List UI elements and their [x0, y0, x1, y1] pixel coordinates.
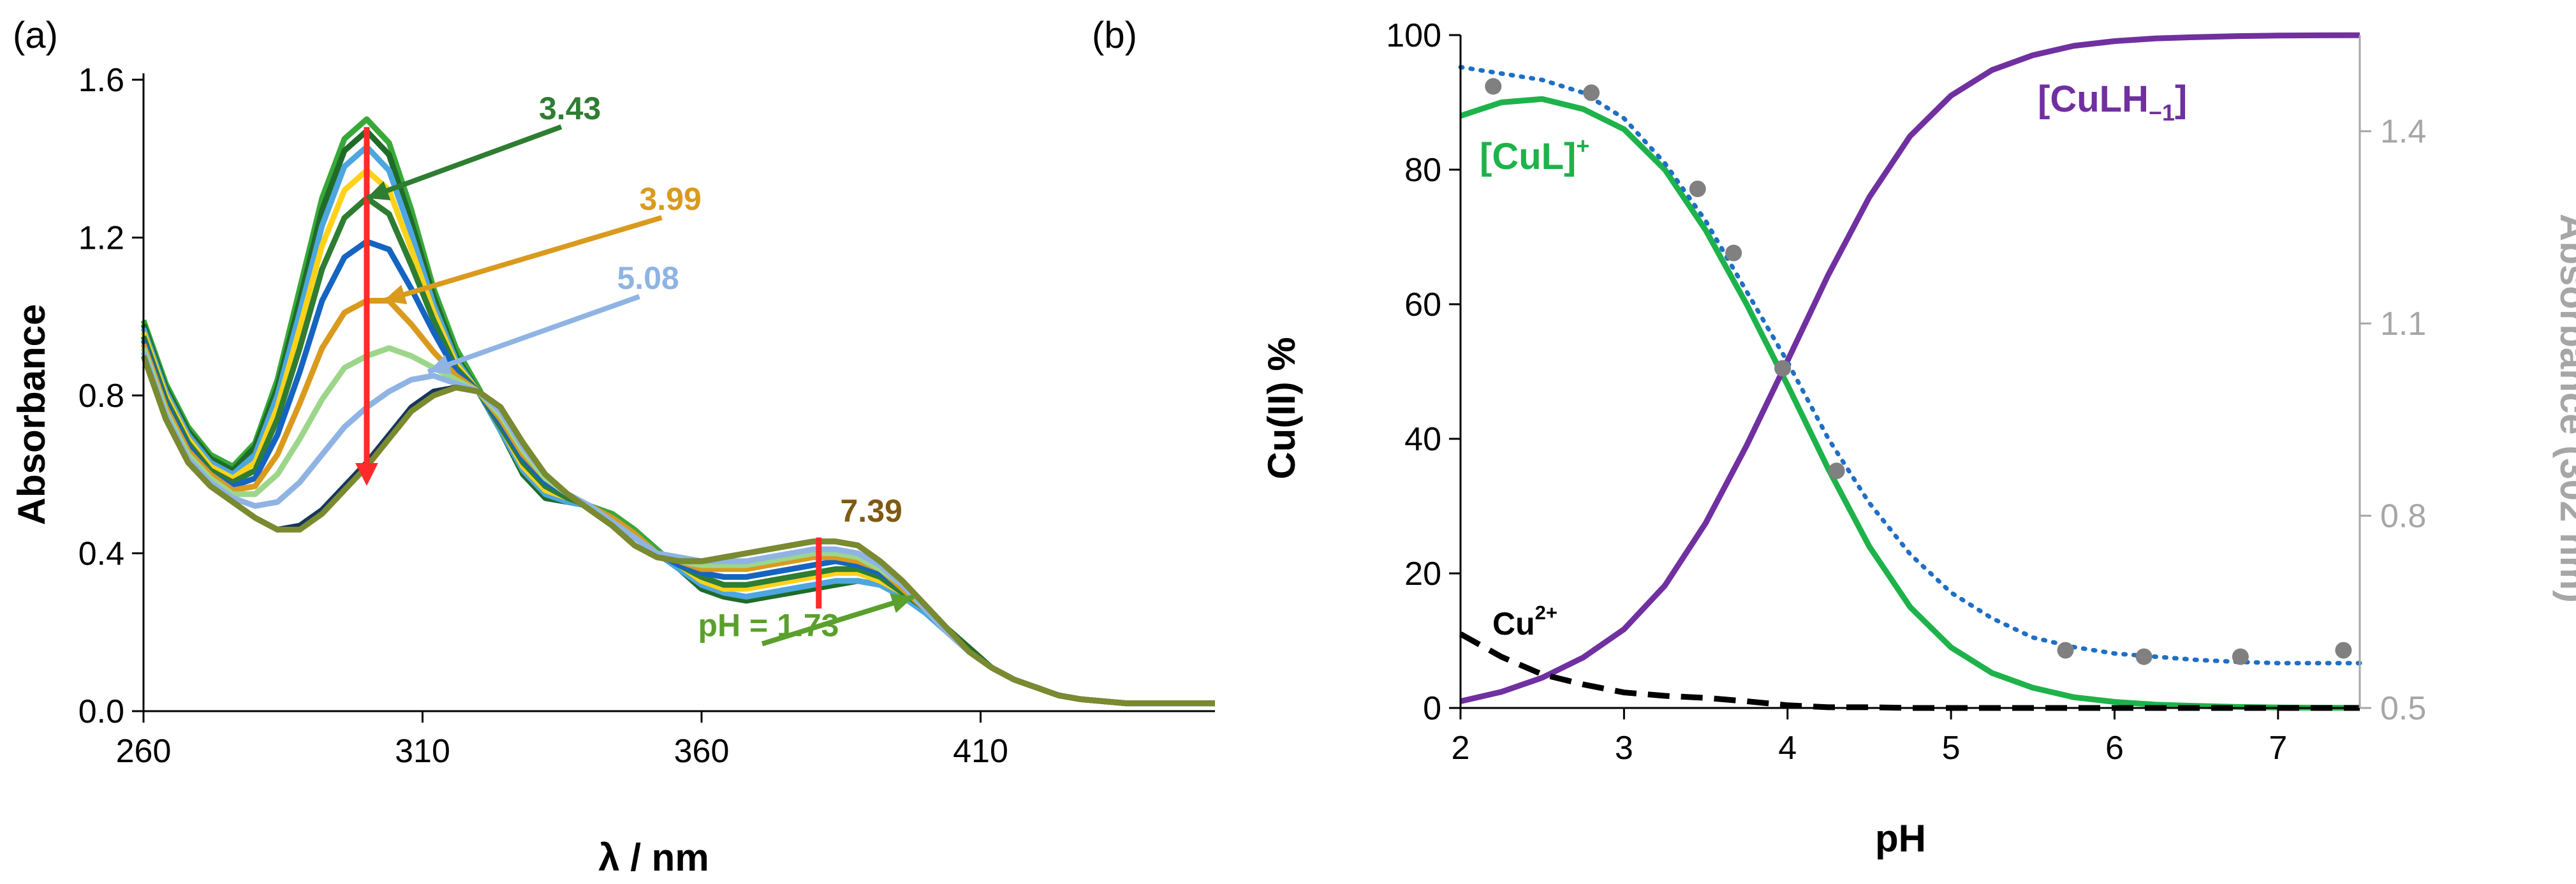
panel-a-x-axis-title: λ / nm — [598, 836, 709, 879]
panel-b-y2-tick-label: 1.4 — [2380, 114, 2426, 151]
ph-annotation-label: pH = 1.73 — [698, 607, 839, 643]
annotation-arrowhead — [383, 284, 408, 305]
panel-b-y-tick-label: 100 — [1386, 17, 1441, 54]
panel-a-x-tick-label: 310 — [395, 733, 450, 770]
panel-a-x-tick-label: 260 — [116, 733, 172, 770]
panel-b-y-tick-label: 60 — [1404, 286, 1441, 323]
spectrum-line-3 — [140, 144, 1215, 707]
panel-b-y2-tick-label: 1.1 — [2380, 306, 2426, 343]
panel-b-x-tick-label: 4 — [1778, 730, 1797, 767]
absorbance-data-point — [2232, 648, 2249, 665]
absorbance-data-point — [1725, 244, 1742, 262]
panel-b-speciation: (b) 0 20 40 60 80 100 0.5 0.8 1.1 1.4 2 3 4 5 6 7 [Cu… — [1092, 15, 2576, 860]
annotation-arrow — [365, 124, 563, 201]
panel-b-x-tick-label: 3 — [1615, 730, 1633, 767]
absorbance-data-point — [1774, 360, 1792, 377]
panel-b-y-tick-label: 40 — [1404, 421, 1441, 458]
annotation-arrow — [383, 215, 663, 304]
ph-annotation-label: 5.08 — [617, 260, 679, 296]
species-label-3: Cu2+ — [1492, 601, 1557, 642]
panel-a-y-axis-title: Absorbance — [10, 304, 53, 526]
panel-b-x-tick-label: 5 — [1942, 730, 1961, 767]
absorbance-data-point — [2335, 642, 2352, 659]
species-label-2: [CuLH−1] — [2038, 78, 2187, 126]
absorbance-data-point — [2057, 642, 2074, 659]
panel-b-y-tick-label: 0 — [1423, 690, 1441, 727]
panel-a-x-tick-label: 360 — [674, 733, 730, 770]
annotation-arrowhead — [367, 180, 391, 200]
panel-b-y2-axis-title: Absorbance (302 nm) — [2552, 214, 2576, 603]
ph-annotation-label: 3.99 — [640, 181, 702, 217]
annotation-arrowhead — [890, 593, 914, 613]
panel-b-x-tick-label: 6 — [2105, 730, 2124, 767]
panel-a-x-tick-label: 410 — [953, 733, 1008, 770]
absorbance-data-point — [2135, 648, 2153, 665]
species-curve-3 — [1459, 631, 2360, 711]
panel-a-y-tick-label: 0.4 — [78, 536, 124, 573]
panel-b-x-axis-title: pH — [1875, 817, 1926, 860]
annotation-arrow — [427, 294, 640, 374]
panel-a-y-tick-label: 1.2 — [78, 220, 124, 257]
absorbance-data-point — [1689, 180, 1706, 198]
annotation-arrow — [761, 594, 915, 647]
spectrum-line-11 — [140, 355, 1215, 707]
panel-b-y2-tick-label: 0.8 — [2380, 498, 2426, 535]
ph-annotation-label: 7.39 — [841, 493, 902, 529]
panel-a-y-tick-label: 1.6 — [78, 62, 124, 99]
spectrum-line-4 — [140, 167, 1215, 707]
absorbance-data-point — [1583, 84, 1600, 101]
species-label-1: [CuL]+ — [1480, 133, 1589, 177]
panel-a-absorbance-spectra: (a) 0.0 0.4 0.8 1.2 1.6 260 310 360 410 3.43 3.9… — [10, 15, 1215, 879]
panel-a-y-tick-label: 0.8 — [78, 378, 124, 415]
panel-b-label: (b) — [1092, 15, 1137, 56]
absorbance-fit-curve — [1458, 64, 2362, 666]
ph-annotation-label: 3.43 — [539, 91, 601, 126]
species-curve-2 — [1459, 32, 2360, 704]
species-curve-1 — [1459, 96, 2360, 711]
panel-b-x-tick-label: 7 — [2269, 730, 2287, 767]
absorbance-data-point — [1828, 462, 1845, 480]
annotation-arrowhead — [428, 355, 452, 374]
panel-b-y2-tick-label: 0.5 — [2380, 690, 2426, 727]
panel-a-label: (a) — [13, 15, 58, 56]
panel-a-y-tick-label: 0.0 — [78, 693, 124, 730]
panel-b-y-tick-label: 20 — [1404, 556, 1441, 593]
panel-b-y-axis-title: Cu(II) % — [1260, 337, 1303, 479]
panel-b-y-tick-label: 80 — [1404, 152, 1441, 189]
absorbance-data-point — [1485, 78, 1502, 95]
panel-b-x-tick-label: 2 — [1452, 730, 1470, 767]
